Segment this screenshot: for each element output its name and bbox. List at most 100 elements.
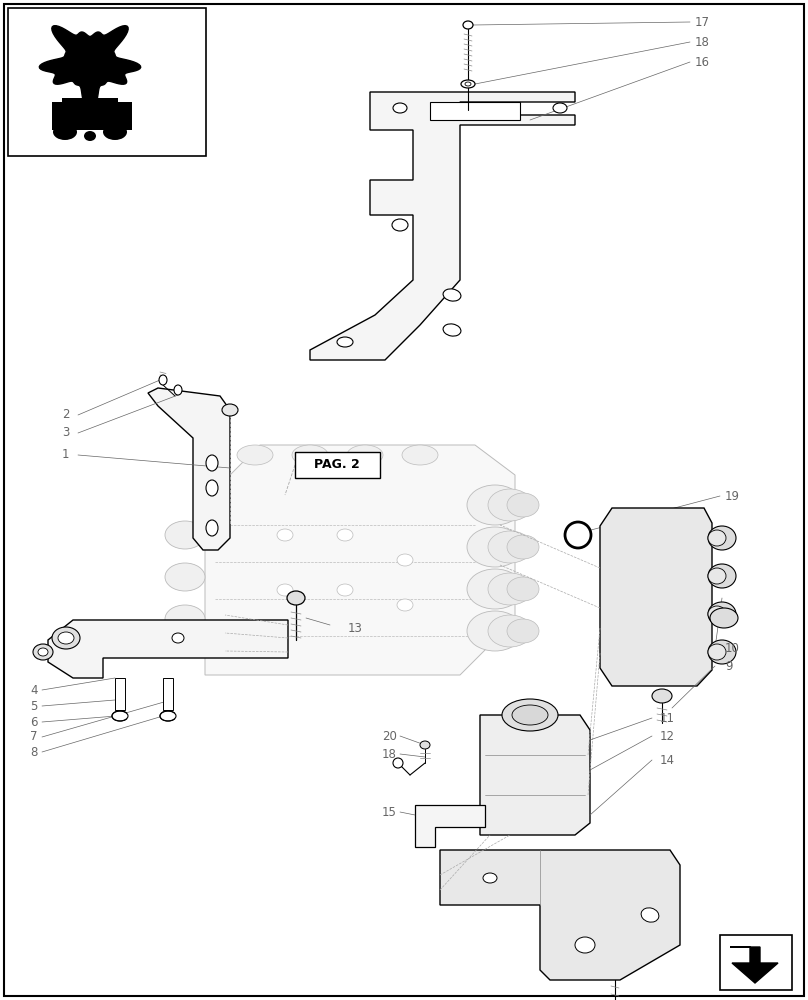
Ellipse shape <box>502 699 558 731</box>
Ellipse shape <box>38 648 48 656</box>
Ellipse shape <box>507 577 539 601</box>
Text: 9: 9 <box>725 660 733 672</box>
Ellipse shape <box>553 103 567 113</box>
Ellipse shape <box>463 21 473 29</box>
Ellipse shape <box>58 632 74 644</box>
Ellipse shape <box>237 445 273 465</box>
Ellipse shape <box>512 705 548 725</box>
Ellipse shape <box>347 445 383 465</box>
Ellipse shape <box>652 689 672 703</box>
Polygon shape <box>480 715 590 835</box>
Text: 1: 1 <box>62 448 69 462</box>
Text: 19: 19 <box>725 489 740 502</box>
Polygon shape <box>148 388 230 550</box>
Text: 10: 10 <box>725 642 740 654</box>
Ellipse shape <box>488 531 532 563</box>
Ellipse shape <box>483 873 497 883</box>
Text: 14: 14 <box>660 754 675 766</box>
Ellipse shape <box>465 82 471 86</box>
Ellipse shape <box>565 522 591 548</box>
Ellipse shape <box>488 489 532 521</box>
Text: 13: 13 <box>348 621 363 635</box>
Ellipse shape <box>165 521 205 549</box>
Ellipse shape <box>443 324 461 336</box>
Polygon shape <box>440 850 680 980</box>
Text: 12: 12 <box>660 730 675 742</box>
Ellipse shape <box>172 633 184 643</box>
Bar <box>720 935 792 990</box>
Ellipse shape <box>206 480 218 496</box>
Polygon shape <box>730 947 778 983</box>
Ellipse shape <box>507 493 539 517</box>
Text: 4: 4 <box>30 684 37 696</box>
Ellipse shape <box>277 584 293 596</box>
Text: 18: 18 <box>382 748 397 760</box>
Polygon shape <box>310 92 575 360</box>
Ellipse shape <box>337 337 353 347</box>
Ellipse shape <box>206 455 218 471</box>
Bar <box>163 678 173 710</box>
Ellipse shape <box>206 520 218 536</box>
Ellipse shape <box>420 741 430 749</box>
Ellipse shape <box>103 124 127 140</box>
Polygon shape <box>415 805 485 847</box>
Ellipse shape <box>710 608 738 628</box>
Text: 5: 5 <box>30 700 37 712</box>
Ellipse shape <box>52 627 80 649</box>
Ellipse shape <box>488 615 532 647</box>
Ellipse shape <box>507 535 539 559</box>
Text: 17: 17 <box>695 15 710 28</box>
Text: 18: 18 <box>695 35 710 48</box>
Ellipse shape <box>222 404 238 416</box>
Ellipse shape <box>467 569 523 609</box>
Ellipse shape <box>292 445 328 465</box>
Text: 20: 20 <box>382 730 397 742</box>
Text: 8: 8 <box>30 746 37 758</box>
Bar <box>295 452 380 478</box>
Ellipse shape <box>488 573 532 605</box>
Ellipse shape <box>112 711 128 721</box>
Ellipse shape <box>277 529 293 541</box>
Ellipse shape <box>337 584 353 596</box>
Polygon shape <box>48 620 288 678</box>
Ellipse shape <box>174 385 182 395</box>
Ellipse shape <box>708 530 726 546</box>
Text: 15: 15 <box>382 806 397 818</box>
Ellipse shape <box>641 908 659 922</box>
Ellipse shape <box>165 605 205 633</box>
Text: 6: 6 <box>30 716 37 728</box>
Ellipse shape <box>337 529 353 541</box>
Ellipse shape <box>467 527 523 567</box>
Ellipse shape <box>708 568 726 584</box>
Polygon shape <box>55 98 125 130</box>
Text: 3: 3 <box>62 426 69 440</box>
Ellipse shape <box>708 564 736 588</box>
Polygon shape <box>600 508 712 686</box>
Ellipse shape <box>159 375 167 385</box>
Ellipse shape <box>392 219 408 231</box>
Ellipse shape <box>708 644 726 660</box>
Ellipse shape <box>393 103 407 113</box>
Ellipse shape <box>467 485 523 525</box>
Ellipse shape <box>461 80 475 88</box>
Bar <box>430 102 520 120</box>
Ellipse shape <box>708 640 736 664</box>
Ellipse shape <box>402 445 438 465</box>
Text: PAG. 2: PAG. 2 <box>314 458 360 472</box>
Polygon shape <box>40 26 141 111</box>
Ellipse shape <box>708 602 736 626</box>
Ellipse shape <box>165 563 205 591</box>
Ellipse shape <box>287 591 305 605</box>
Text: 2: 2 <box>62 408 69 422</box>
Ellipse shape <box>33 644 53 660</box>
Bar <box>115 678 125 710</box>
Text: 11: 11 <box>660 712 675 724</box>
Polygon shape <box>205 445 515 675</box>
Ellipse shape <box>443 289 461 301</box>
Ellipse shape <box>507 619 539 643</box>
Text: 7: 7 <box>30 730 37 744</box>
Ellipse shape <box>708 526 736 550</box>
Ellipse shape <box>160 711 176 721</box>
Ellipse shape <box>467 611 523 651</box>
Ellipse shape <box>575 937 595 953</box>
